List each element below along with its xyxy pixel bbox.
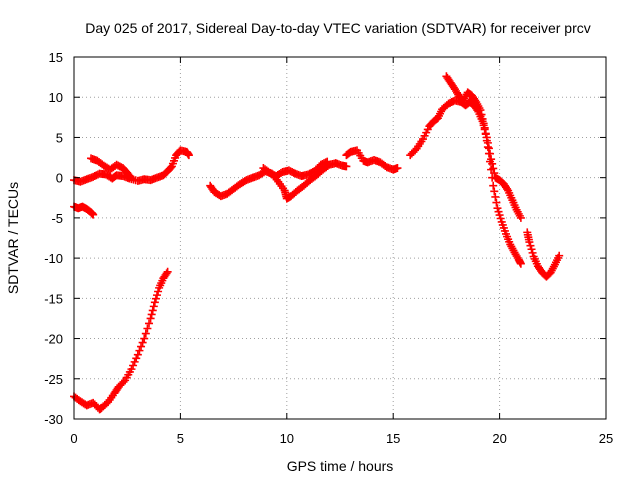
data-point <box>147 310 156 319</box>
y-tick-label: -20 <box>44 332 63 347</box>
data-point <box>527 245 536 254</box>
data-point <box>152 291 161 300</box>
data-point <box>141 329 150 338</box>
data-point <box>483 143 492 152</box>
data-point <box>492 198 501 207</box>
x-tick-label: 10 <box>280 431 294 446</box>
series-track-g <box>342 146 402 174</box>
data-point <box>525 238 534 247</box>
x-tick-label: 15 <box>386 431 400 446</box>
y-tick-label: -10 <box>44 251 63 266</box>
data-point <box>478 114 487 123</box>
data-point <box>526 241 535 250</box>
data-point <box>490 169 499 178</box>
data-point <box>480 123 489 132</box>
x-tick-label: 5 <box>177 431 184 446</box>
data-point <box>494 207 503 216</box>
series-track-b <box>87 154 136 183</box>
data-point <box>477 110 486 119</box>
data-point <box>150 298 159 307</box>
data-point <box>484 149 493 158</box>
y-tick-label: 5 <box>56 130 63 145</box>
y-tick-label: -25 <box>44 372 63 387</box>
data-point <box>495 211 504 220</box>
y-tick-label: 0 <box>56 171 63 186</box>
x-tick-label: 25 <box>599 431 613 446</box>
y-tick-label: -5 <box>51 211 63 226</box>
data-point <box>149 302 158 311</box>
data-point <box>140 334 149 343</box>
axis-ticks: 0 5 10 15 20 25 -30 -25 -20 -15 -10 -5 0 5 10 15 <box>44 50 613 446</box>
data-point <box>481 130 490 139</box>
data-point <box>151 294 160 303</box>
series-track-d <box>70 267 172 414</box>
y-tick-label: 15 <box>49 50 63 65</box>
data-point <box>476 106 485 115</box>
data-point <box>163 267 172 276</box>
grid-lines <box>74 57 606 419</box>
data-point <box>528 248 537 257</box>
x-tick-label: 20 <box>492 431 506 446</box>
data-point <box>497 217 506 226</box>
y-tick-label: -30 <box>44 412 63 427</box>
series-track-c <box>70 202 98 219</box>
data-point <box>146 314 155 323</box>
data-point <box>500 226 509 235</box>
data-point <box>493 204 502 213</box>
data-point <box>496 214 505 223</box>
data-point <box>482 136 491 145</box>
data-point <box>138 338 147 347</box>
data-point <box>154 287 163 296</box>
data-point <box>323 157 332 166</box>
data-point <box>393 164 402 173</box>
data-point <box>489 181 498 190</box>
data-points <box>70 72 564 414</box>
data-point <box>342 162 351 171</box>
y-axis-label: SDTVAR / TECUs <box>5 182 21 294</box>
data-point <box>516 213 525 222</box>
data-point <box>133 350 142 359</box>
chart-title: Day 025 of 2017, Sidereal Day-to-day VTE… <box>85 20 591 36</box>
data-point <box>89 210 98 219</box>
data-point <box>516 259 525 268</box>
data-point <box>488 173 497 182</box>
series-track-f <box>259 157 332 181</box>
data-point <box>486 157 495 166</box>
series-track-h <box>406 96 525 222</box>
data-point <box>145 319 154 328</box>
series-track-i <box>442 72 525 268</box>
data-point <box>555 251 564 260</box>
data-point <box>127 174 136 183</box>
data-point <box>498 220 507 229</box>
y-tick-label: 10 <box>49 90 63 105</box>
data-point <box>166 163 175 172</box>
data-point <box>479 119 488 128</box>
data-point <box>137 342 146 351</box>
series-track-e <box>206 159 351 203</box>
data-point <box>499 223 508 232</box>
data-point <box>184 151 193 160</box>
y-tick-label: -15 <box>44 291 63 306</box>
data-point <box>490 187 499 196</box>
data-point <box>487 165 496 174</box>
plot-frame <box>73 56 607 420</box>
data-point <box>491 192 500 201</box>
x-tick-label: 0 <box>70 431 77 446</box>
data-point <box>135 346 144 355</box>
series-track-j <box>523 228 564 281</box>
data-point <box>143 324 152 333</box>
data-point <box>148 306 157 315</box>
x-axis-label: GPS time / hours <box>287 458 394 474</box>
